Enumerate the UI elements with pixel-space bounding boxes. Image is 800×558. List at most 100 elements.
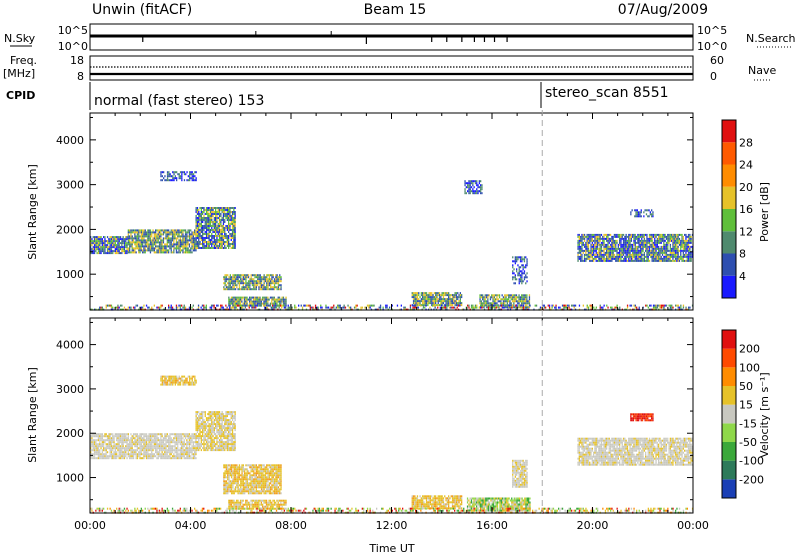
range-cell [180,239,181,241]
range-cell [592,240,593,242]
range-cell [495,298,496,300]
range-cell [637,250,638,252]
range-cell [637,234,638,236]
range-cell [513,306,514,308]
range-cell [100,240,101,242]
range-cell [630,213,631,215]
range-cell [632,260,633,262]
range-cell [267,297,268,299]
range-cell [141,443,142,445]
range-cell [513,282,514,284]
range-cell [644,246,645,248]
range-cell [603,244,604,246]
range-cell [193,233,194,235]
range-cell [653,242,654,244]
range-cell [590,248,591,250]
range-cell [171,307,172,309]
range-cell [181,239,182,241]
range-cell [95,439,96,441]
range-cell [147,229,148,231]
range-cell [173,247,174,249]
range-cell [520,276,521,278]
range-cell [128,307,129,309]
range-cell [175,177,176,179]
range-cell [168,231,169,233]
range-cell [600,305,601,307]
range-cell [243,282,244,284]
range-cell [279,284,280,286]
range-cell [228,221,229,223]
range-cell [269,280,270,282]
range-cell [455,296,456,298]
range-cell [119,433,120,435]
range-cell [672,260,673,262]
range-cell [650,234,651,236]
range-cell [600,244,601,246]
range-cell [159,243,160,245]
range-cell [201,221,202,223]
range-cell [119,457,120,459]
range-cell [210,215,211,217]
range-cell [587,238,588,240]
range-cell [435,294,436,296]
range-cell [172,307,173,309]
range-cell [687,250,688,252]
range-cell [173,179,174,181]
range-cell [209,231,210,233]
range-cell [218,211,219,213]
range-cell [640,250,641,252]
range-cell [244,303,245,305]
range-cell [271,301,272,303]
range-cell [103,250,104,252]
range-cell [639,307,640,309]
range-cell [627,240,628,242]
range-cell [111,455,112,457]
range-cell [615,244,616,246]
range-cell [613,248,614,250]
range-cell [228,288,229,290]
range-cell [121,457,122,459]
range-cell [592,238,593,240]
range-cell [644,256,645,258]
range-cell [511,294,512,296]
range-cell [116,451,117,453]
range-cell [116,437,117,439]
range-cell [245,282,246,284]
range-cell [545,307,546,309]
range-cell [176,179,177,181]
range-cell [162,229,163,231]
range-cell [642,250,643,252]
range-cell [223,286,224,288]
range-cell [216,243,217,245]
range-cell [164,243,165,245]
range-cell [203,227,204,229]
range-cell [225,305,226,307]
range-cell [223,213,224,215]
range-cell [245,286,246,288]
range-cell [691,240,692,242]
range-cell [136,229,137,231]
range-cell [277,286,278,288]
range-cell [129,229,130,231]
range-cell [147,237,148,239]
range-cell [211,221,212,223]
range-cell [667,256,668,258]
range-cell [158,237,159,239]
range-cell [171,245,172,247]
range-cell [471,307,472,309]
range-cell [108,250,109,252]
range-cell [236,299,237,301]
range-cell [456,294,457,296]
range-cell [590,244,591,246]
range-cell [471,190,472,192]
range-cell [665,234,666,236]
range-cell [112,439,113,441]
range-cell [228,247,229,249]
range-cell [94,441,95,443]
range-cell [222,217,223,219]
range-cell [116,453,117,455]
range-cell [106,435,107,437]
range-cell [104,248,105,250]
range-cell [203,245,204,247]
range-cell [266,282,267,284]
